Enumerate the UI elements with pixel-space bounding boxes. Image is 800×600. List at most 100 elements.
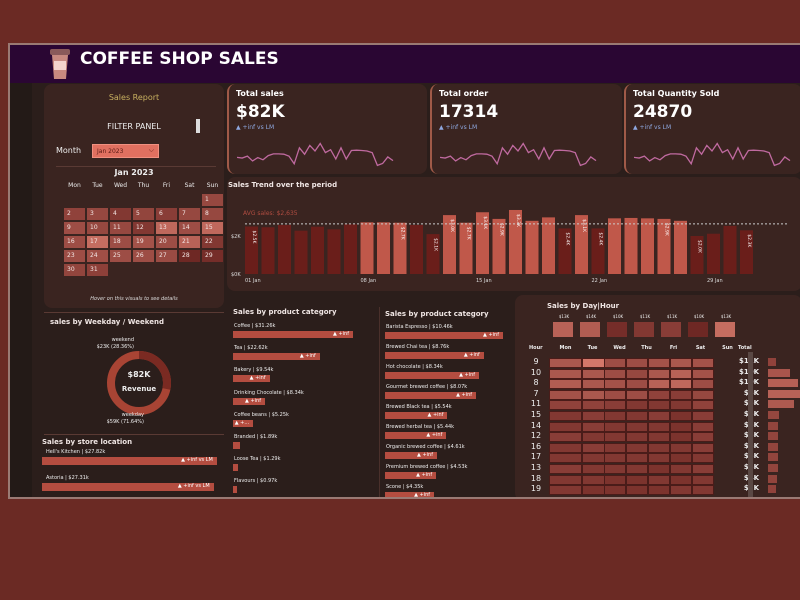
heatmap-cell[interactable]	[692, 432, 714, 443]
calendar-day[interactable]: 14	[179, 222, 200, 234]
heatmap-cell[interactable]	[626, 442, 648, 453]
calendar-day[interactable]: 7	[179, 208, 200, 220]
day-total-box[interactable]	[607, 322, 627, 337]
heatmap-cell[interactable]	[648, 485, 670, 496]
heatmap-cell[interactable]	[549, 442, 582, 453]
calendar-day[interactable]: 16	[64, 236, 85, 248]
calendar-day[interactable]: 4	[110, 208, 131, 220]
heatmap-cell[interactable]	[692, 389, 714, 400]
day-total-box[interactable]	[688, 322, 708, 337]
heatmap-cell[interactable]	[604, 389, 626, 400]
heatmap-cell[interactable]	[626, 464, 648, 474]
heatmap-cell[interactable]	[670, 442, 692, 453]
hour-side-bar[interactable]	[768, 379, 799, 388]
heatmap-cell[interactable]	[648, 464, 670, 474]
calendar-day[interactable]: 13	[156, 222, 177, 234]
hour-side-bar[interactable]	[768, 368, 791, 377]
heatmap-cell[interactable]	[604, 368, 626, 379]
day-total-box[interactable]	[715, 322, 735, 337]
heatmap-cell[interactable]	[549, 411, 582, 421]
category-bar[interactable]: ▲ +inf	[385, 432, 447, 439]
heatmap-cell[interactable]	[604, 432, 626, 443]
heatmap-cell[interactable]	[604, 464, 626, 474]
hour-side-bar[interactable]	[768, 442, 778, 451]
heatmap-cell[interactable]	[648, 453, 670, 464]
heatmap-cell[interactable]	[549, 453, 582, 464]
heatmap-cell[interactable]	[549, 379, 582, 390]
heatmap-cell[interactable]	[692, 358, 714, 368]
heatmap-cell[interactable]	[648, 400, 670, 411]
heatmap-cell[interactable]	[604, 379, 626, 390]
calendar-day[interactable]: 21	[179, 236, 200, 248]
heatmap-cell[interactable]	[626, 358, 648, 368]
category-bar[interactable]: ▲ +inf	[233, 353, 320, 361]
heatmap-cell[interactable]	[549, 485, 582, 496]
calendar-day[interactable]: 28	[179, 250, 200, 262]
day-total-box[interactable]	[661, 322, 681, 337]
heatmap-cell[interactable]	[604, 474, 626, 485]
category-bar[interactable]: ▲ +inf	[385, 392, 477, 399]
calendar-day[interactable]: 26	[133, 250, 154, 262]
heatmap-cell[interactable]	[648, 358, 670, 368]
day-total-box[interactable]	[634, 322, 654, 337]
heatmap-cell[interactable]	[549, 474, 582, 485]
heatmap-cell[interactable]	[692, 400, 714, 411]
heatmap-cell[interactable]	[604, 442, 626, 453]
hour-side-bar[interactable]	[768, 411, 780, 419]
heatmap-cell[interactable]	[626, 368, 648, 379]
calendar-day[interactable]: 15	[202, 222, 223, 234]
calendar-day[interactable]: 5	[133, 208, 154, 220]
category-bar[interactable]: ▲ +inf	[385, 452, 437, 459]
category-bar[interactable]: ▲ +inf	[385, 332, 503, 339]
heatmap-cell[interactable]	[670, 464, 692, 474]
calendar-day[interactable]: 30	[64, 264, 85, 276]
heatmap-scrollbar[interactable]	[748, 352, 753, 497]
heatmap-cell[interactable]	[648, 442, 670, 453]
day-total-box[interactable]	[580, 322, 600, 337]
heatmap-cell[interactable]	[549, 464, 582, 474]
heatmap-cell[interactable]	[670, 389, 692, 400]
category-bar[interactable]: ▲ +inf	[233, 375, 270, 383]
panel-scrollbar[interactable]	[196, 119, 200, 133]
heatmap-cell[interactable]	[604, 421, 626, 432]
category-bar[interactable]: ▲ +inf	[385, 472, 437, 479]
calendar-day[interactable]: 23	[64, 250, 85, 262]
store-bar[interactable]: ▲ +inf vs LM	[42, 457, 217, 465]
calendar-day[interactable]: 29	[202, 250, 223, 262]
hour-side-bar[interactable]	[768, 453, 778, 462]
heatmap-cell[interactable]	[670, 358, 692, 368]
heatmap-cell[interactable]	[692, 453, 714, 464]
category-bar[interactable]: ▲ +inf	[385, 372, 480, 379]
heatmap-cell[interactable]	[670, 453, 692, 464]
heatmap-cell[interactable]	[626, 379, 648, 390]
heatmap-cell[interactable]	[670, 432, 692, 443]
heatmap-cell[interactable]	[648, 368, 670, 379]
calendar-day[interactable]: 2	[64, 208, 85, 220]
heatmap-cell[interactable]	[626, 421, 648, 432]
heatmap-cell[interactable]	[692, 411, 714, 421]
heatmap-cell[interactable]	[604, 400, 626, 411]
heatmap-cell[interactable]	[549, 358, 582, 368]
heatmap-cell[interactable]	[604, 411, 626, 421]
heatmap-cell[interactable]	[626, 432, 648, 443]
heatmap-cell[interactable]	[549, 400, 582, 411]
heatmap-cell[interactable]	[648, 379, 670, 390]
category-bar[interactable]	[233, 442, 241, 449]
category-bar[interactable]: ▲ +inf	[385, 492, 435, 497]
heatmap-cell[interactable]	[648, 421, 670, 432]
category-bar[interactable]	[233, 464, 238, 472]
heatmap-cell[interactable]	[692, 442, 714, 453]
heatmap-cell[interactable]	[670, 411, 692, 421]
calendar-day[interactable]: 19	[133, 236, 154, 248]
calendar-day[interactable]: 17	[87, 236, 108, 248]
heatmap-cell[interactable]	[692, 474, 714, 485]
calendar-day[interactable]: 3	[87, 208, 108, 220]
heatmap-cell[interactable]	[626, 474, 648, 485]
calendar-day[interactable]: 6	[156, 208, 177, 220]
heatmap-cell[interactable]	[604, 358, 626, 368]
hour-side-bar[interactable]	[768, 474, 777, 483]
category-bar[interactable]	[233, 486, 237, 494]
heatmap-cell[interactable]	[670, 368, 692, 379]
heatmap-cell[interactable]	[648, 389, 670, 400]
calendar-day[interactable]: 22	[202, 236, 223, 248]
